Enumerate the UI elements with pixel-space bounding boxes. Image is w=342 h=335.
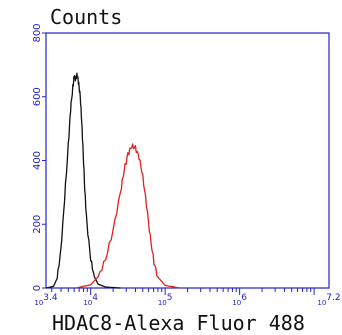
x-tick-label: 103.4 bbox=[34, 293, 58, 307]
y-tick-label: 800 bbox=[32, 23, 43, 42]
x-tick-label: 106 bbox=[232, 293, 247, 307]
y-tick-label: 600 bbox=[32, 87, 43, 106]
plot-frame bbox=[46, 33, 329, 288]
series-layer bbox=[46, 73, 180, 288]
series-line-1 bbox=[46, 73, 121, 288]
y-tick-label: 400 bbox=[32, 151, 43, 170]
y-axis: 0 200 400 600 800 bbox=[32, 23, 46, 291]
y-tick-label: 200 bbox=[32, 215, 43, 234]
x-axis-label: HDAC8-Alexa Fluor 488 bbox=[52, 311, 305, 335]
x-axis: 103.4 104 105 106 107.2 bbox=[34, 288, 340, 307]
series-line-2 bbox=[76, 144, 180, 288]
x-tick-label: 107.2 bbox=[317, 293, 340, 307]
x-tick-label: 104 bbox=[83, 293, 98, 307]
x-tick-label: 105 bbox=[158, 293, 173, 307]
y-axis-label: Counts bbox=[50, 5, 122, 29]
y-tick-label: 0 bbox=[32, 285, 43, 291]
